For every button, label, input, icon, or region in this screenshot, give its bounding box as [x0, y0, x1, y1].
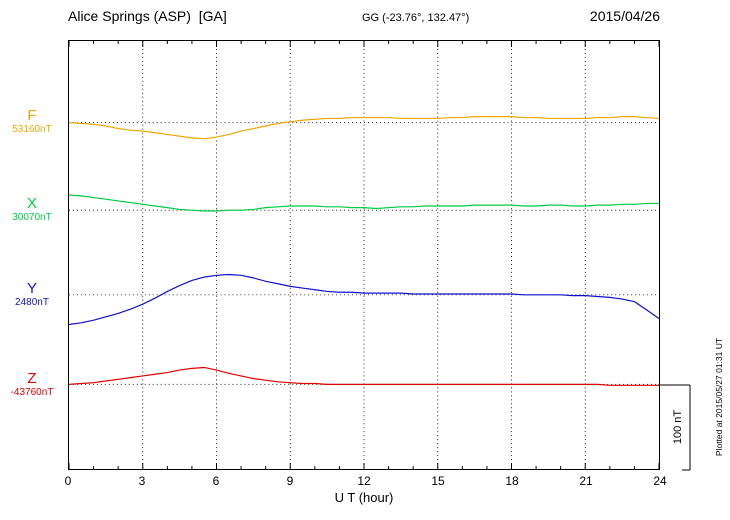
component-base-value-Z: -43760nT	[10, 387, 54, 398]
x-tick-label-18: 18	[505, 474, 519, 488]
scale-bar	[658, 384, 691, 471]
trace-label-Y: Y 2480nT	[2, 281, 62, 309]
trace-Y	[69, 273, 659, 326]
x-axis-label: U T (hour)	[334, 490, 394, 505]
chart-canvas	[69, 41, 659, 469]
scale-bar-label: 100 nT	[672, 409, 684, 445]
component-letter-Y: Y	[26, 280, 37, 297]
station-title: Alice Springs (ASP) [GA]	[68, 8, 227, 24]
component-letter-F: F	[27, 107, 37, 124]
trace-X	[69, 194, 659, 212]
trace-label-F: F 53160nT	[2, 108, 62, 136]
trace-F	[69, 116, 659, 140]
x-tick-label-15: 15	[431, 474, 445, 488]
plotted-at-timestamp: Plotted at 2015/05/27 01:31 UT	[714, 337, 724, 457]
x-tick-label-6: 6	[212, 474, 220, 488]
component-base-value-F: 53160nT	[12, 124, 52, 135]
x-tick-label-0: 0	[64, 474, 72, 488]
x-tick-label-24: 24	[653, 474, 667, 488]
component-base-value-Y: 2480nT	[15, 297, 49, 308]
plot-date: 2015/04/26	[589, 8, 660, 24]
x-tick-label-9: 9	[286, 474, 294, 488]
geographic-coordinates: GG (-23.76°, 132.47°)	[362, 12, 470, 24]
component-letter-X: X	[26, 195, 37, 212]
component-letter-Z: Z	[27, 370, 37, 387]
component-base-value-X: 30070nT	[12, 212, 52, 223]
x-tick-label-21: 21	[579, 474, 593, 488]
trace-Z	[69, 366, 659, 386]
plot-area	[68, 40, 660, 470]
trace-label-Z: Z -43760nT	[2, 371, 62, 399]
x-tick-label-3: 3	[138, 474, 146, 488]
x-tick-label-12: 12	[357, 474, 371, 488]
trace-label-X: X 30070nT	[2, 196, 62, 224]
